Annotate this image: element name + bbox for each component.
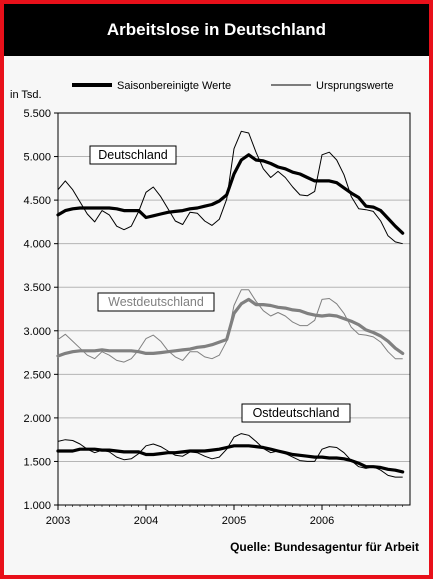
x-tick-label: 2003 (46, 515, 70, 527)
y-axis-label: in Tsd. (10, 89, 42, 101)
series-ursprung-deutschland (57, 130, 403, 245)
series-saisonbereinigt-ostdeutschland (56, 444, 405, 474)
y-tick-label: 4.500 (23, 195, 51, 207)
y-axis-ticks: 5.500 5.000 4.500 4.000 3.500 3.000 2.500 2.000… (23, 108, 58, 512)
y-tick-label: 3.000 (23, 326, 51, 338)
region-label-box (241, 403, 351, 423)
chart-title-text: Arbeitslose in Deutschland (106, 20, 327, 39)
x-tick-label: 2004 (134, 515, 158, 527)
series-saisonbereinigt-deutschland (56, 153, 405, 235)
y-tick-label: 1.000 (23, 500, 51, 512)
region-label-deutschland: Deutschland (98, 148, 168, 162)
x-tick-label: 2006 (310, 515, 334, 527)
region-labels: Deutschland Westdeutschland Ostdeutschland (89, 145, 351, 423)
y-tick-label: 2.500 (23, 369, 51, 381)
legend-label-ursprung: Ursprungswerte (316, 80, 394, 92)
gridlines (58, 156, 410, 462)
y-tick-label: 2.000 (23, 413, 51, 425)
y-tick-label: 5.500 (23, 108, 51, 120)
region-label-box (97, 292, 215, 312)
series (56, 130, 405, 478)
series-saisonbereinigt-westdeutschland (56, 297, 405, 358)
series-ursprung-ostdeutschland (57, 433, 403, 478)
x-axis-ticks: 2003 2004 2005 2006 (46, 505, 403, 527)
y-tick-label: 5.000 (23, 152, 51, 164)
legend-label-saisonbereinigt: Saisonbereinigte Werte (117, 80, 231, 92)
region-label-westdeutschland: Westdeutschland (108, 295, 204, 309)
chart-title: Arbeitslose in Deutschland (4, 4, 429, 56)
x-tick-label: 2005 (222, 515, 246, 527)
y-tick-label: 4.000 (23, 239, 51, 251)
region-label-ostdeutschland: Ostdeutschland (253, 406, 340, 420)
region-label-box (89, 145, 177, 165)
y-tick-label: 1.500 (23, 456, 51, 468)
source-note: Quelle: Bundesagentur für Arbeit (230, 540, 419, 554)
y-tick-label: 3.500 (23, 282, 51, 294)
